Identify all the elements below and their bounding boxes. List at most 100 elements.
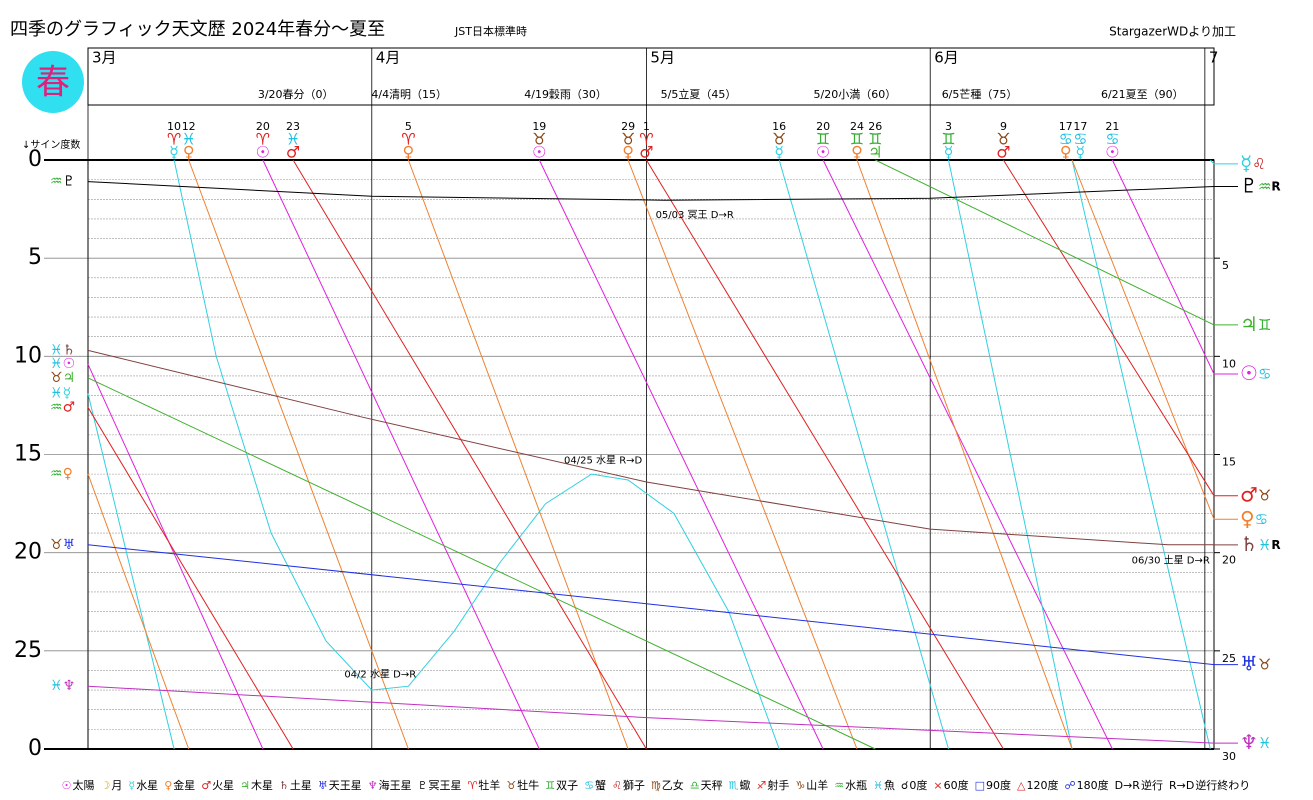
title: 四季のグラフィック天文歴 2024年春分～夏至 [10, 19, 385, 40]
ingress-sign: ♋ [1105, 130, 1119, 149]
legend-label: 月 [111, 779, 122, 792]
legend-label: 水星 [136, 779, 158, 792]
legend-symbol: ♍ [651, 779, 661, 792]
x-tick-label: 7 [1209, 49, 1219, 67]
ingress-sign: ♉ [996, 130, 1010, 149]
ingress-sign: ♉ [772, 130, 786, 149]
end-label: ♆♓ [1240, 730, 1271, 754]
y-tick-label: 20 [14, 540, 42, 565]
ingress-planet: ♂ [286, 143, 300, 162]
ingress-planet: ♀ [622, 143, 634, 162]
start-sign: ♓ [50, 678, 63, 694]
ingress-planet: ☉ [256, 143, 270, 162]
start-sign: ♉ [50, 537, 63, 553]
end-label: ☉♋ [1240, 361, 1271, 385]
legend-label: 牡羊 [478, 778, 500, 792]
end-sign: ♒ [1258, 177, 1271, 195]
legend-label: 魚 [884, 779, 895, 792]
end-planet: ♅ [1240, 651, 1258, 675]
annotation: 06/30 土星 D→R [1132, 554, 1210, 567]
ingress-sign: ♉ [532, 130, 546, 149]
legend-label: 双子 [556, 779, 578, 792]
legend-label: 水瓶 [845, 778, 867, 792]
end-label: ♂♉ [1240, 482, 1271, 506]
y2-tick-label: 5 [1222, 259, 1229, 272]
planet-line [87, 159, 1215, 750]
start-label: ♒♀ [50, 466, 73, 482]
legend-symbol: ☽ [101, 779, 111, 792]
ingress-sign: ♊ [941, 130, 955, 149]
end-flag: R [1271, 179, 1280, 193]
legend-symbol: ♃ [240, 779, 250, 792]
legend-label: 海王星 [379, 778, 412, 792]
x-tick-label: 5月 [650, 49, 675, 67]
end-sign: ♋ [1255, 510, 1268, 528]
end-sign: ♌ [1252, 154, 1265, 172]
solar-term: 3/20春分（0） [258, 88, 334, 101]
credit: StargazerWDより加工 [1109, 25, 1236, 39]
legend-symbol: ☌ [901, 779, 908, 792]
end-sign: ♊ [1258, 315, 1271, 333]
ingress-planet: ☿ [1075, 143, 1085, 162]
start-sign: ♓ [50, 356, 63, 372]
solar-term: 5/20小満（60） [814, 88, 897, 101]
start-label: ♓♄ [50, 342, 75, 358]
y2-tick-label: 10 [1222, 357, 1236, 370]
end-planet: ♀ [1240, 506, 1255, 530]
planet-line [87, 159, 1215, 750]
start-sign: ♒ [50, 399, 63, 415]
ingress-sign: ♈ [639, 130, 653, 149]
legend-label: 木星 [251, 779, 273, 792]
ingress-day: 24 [850, 120, 864, 133]
start-sign: ♒ [50, 466, 63, 482]
y2-tick-label: 15 [1222, 456, 1236, 469]
annotation: 04/2 水星 D→R [344, 668, 416, 680]
ingress-sign: ♊ [816, 130, 830, 149]
end-label: ♀♋ [1240, 506, 1268, 530]
ingress-day: 1 [643, 120, 650, 133]
legend-label: 蟹 [595, 778, 606, 792]
y-tick-label: 0 [28, 147, 42, 172]
legend-symbol: ♏ [729, 779, 739, 792]
ingress-planet: ♀ [403, 143, 415, 162]
ingress-day: 19 [532, 120, 546, 133]
y2-tick-label: 30 [1222, 750, 1236, 763]
legend-label: 金星 [173, 778, 195, 792]
ingress-day: 26 [868, 120, 882, 133]
legend-label: 180度 [1077, 778, 1109, 792]
ingress-day: 3 [945, 120, 952, 133]
end-label: ♇♒R [1240, 173, 1281, 197]
planet-line [87, 159, 1215, 750]
legend-label: 射手 [767, 778, 789, 792]
start-label: ♉♅ [50, 537, 75, 553]
y-tick-label: 25 [14, 638, 42, 663]
timezone: JST日本標準時 [454, 24, 527, 38]
y-tick-label: 0 [28, 736, 42, 761]
legend-label: 90度 [986, 778, 1011, 792]
ingress-day: 23 [286, 120, 300, 133]
annotation: 04/25 水星 R→D [564, 454, 643, 466]
start-sign: ♉ [50, 370, 63, 386]
ingress-day: 16 [772, 120, 786, 133]
start-planet: ♀ [63, 466, 73, 482]
legend-symbol: × [933, 779, 942, 792]
ingress-planet: ☉ [1105, 143, 1119, 162]
legend-symbol: ♅ [318, 779, 328, 792]
planet-line [87, 544, 1215, 666]
legend-symbol: ♀ [164, 779, 172, 792]
end-planet: ♇ [1240, 173, 1258, 197]
legend-label: 0度 [909, 778, 927, 792]
end-planet: ♆ [1240, 730, 1258, 754]
legend-symbol: ♊ [545, 779, 555, 792]
legend-label: 天秤 [701, 779, 723, 792]
start-label: ♓☿ [50, 386, 71, 402]
end-sign: ♓ [1258, 535, 1271, 553]
end-planet: ♃ [1240, 311, 1258, 335]
end-planet: ♄ [1240, 531, 1258, 555]
start-planet: ☉ [63, 356, 76, 372]
legend-label: 蠍 [740, 779, 751, 792]
legend-symbol: ♂ [201, 779, 211, 792]
legend-symbol: ♇ [418, 779, 428, 792]
end-sign: ♓ [1258, 734, 1271, 752]
ingress-sign: ♈ [401, 130, 415, 149]
